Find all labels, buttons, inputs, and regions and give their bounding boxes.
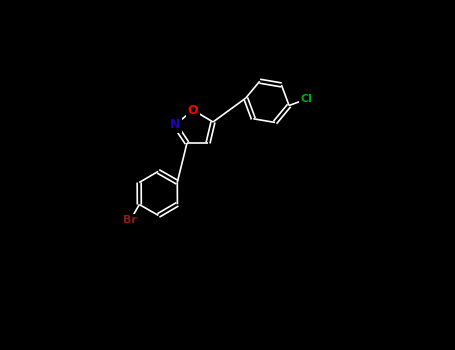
Text: Cl: Cl (300, 94, 312, 104)
Text: Br: Br (123, 215, 137, 225)
Text: O: O (187, 104, 198, 117)
Text: N: N (170, 119, 180, 132)
